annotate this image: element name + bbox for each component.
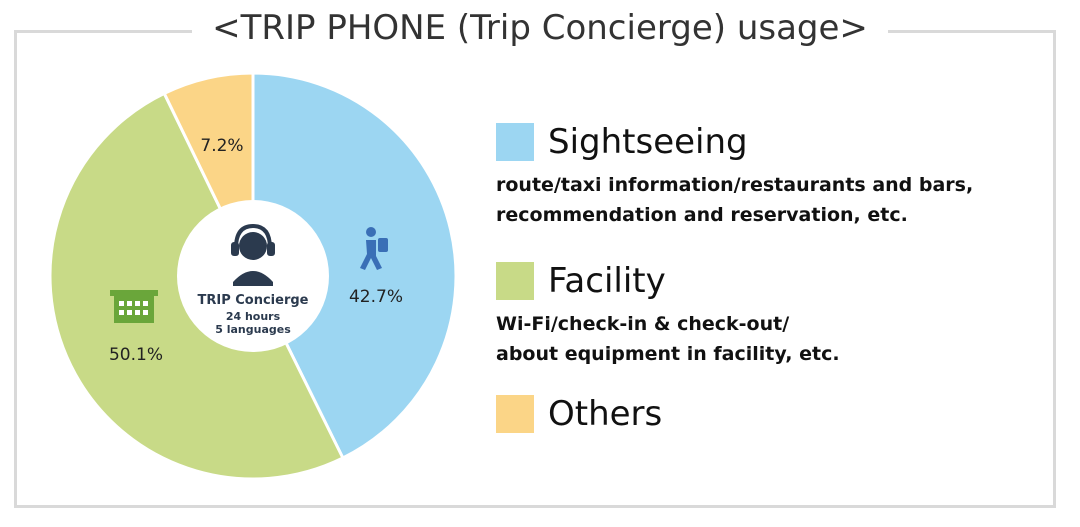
legend-others: Others [496, 394, 662, 434]
building-icon [110, 290, 158, 323]
hiker-icon [360, 227, 388, 270]
center-line1: 24 hours [226, 310, 281, 323]
slice-sightseeing [251, 71, 458, 461]
label-others: 7.2% [200, 136, 243, 156]
legend-name-sightseeing: Sightseeing [548, 122, 748, 162]
legend-desc-sightseeing: route/taxi information/restaurants and b… [496, 170, 973, 230]
legend-sightseeing: Sightseeing route/taxi information/resta… [496, 122, 973, 230]
legend-name-facility: Facility [548, 261, 666, 301]
legend-desc-line: Wi-Fi/check-in & check-out/ [496, 313, 790, 335]
headset-person-icon [231, 223, 275, 286]
center-line2: 5 languages [215, 323, 291, 336]
legend-desc-line: route/taxi information/restaurants and b… [496, 174, 974, 196]
legend-desc-line: recommendation and reservation, etc. [496, 204, 908, 226]
swatch-facility [496, 262, 534, 300]
legend-desc-facility: Wi-Fi/check-in & check-out/ about equipm… [496, 309, 840, 369]
chart-title-wrap: <TRIP PHONE (Trip Concierge) usage> [0, 8, 1080, 48]
chart-title: <TRIP PHONE (Trip Concierge) usage> [192, 8, 888, 48]
swatch-sightseeing [496, 123, 534, 161]
label-sightseeing: 42.7% [349, 287, 403, 307]
legend-name-others: Others [548, 394, 663, 434]
legend-facility: Facility Wi-Fi/check-in & check-out/ abo… [496, 261, 840, 369]
donut-chart: TRIP Concierge 24 hours 5 languages 42.7… [48, 71, 458, 481]
center-name: TRIP Concierge [197, 293, 308, 308]
label-facility: 50.1% [109, 345, 163, 365]
swatch-others [496, 395, 534, 433]
legend-desc-line: about equipment in facility, etc. [496, 343, 840, 365]
